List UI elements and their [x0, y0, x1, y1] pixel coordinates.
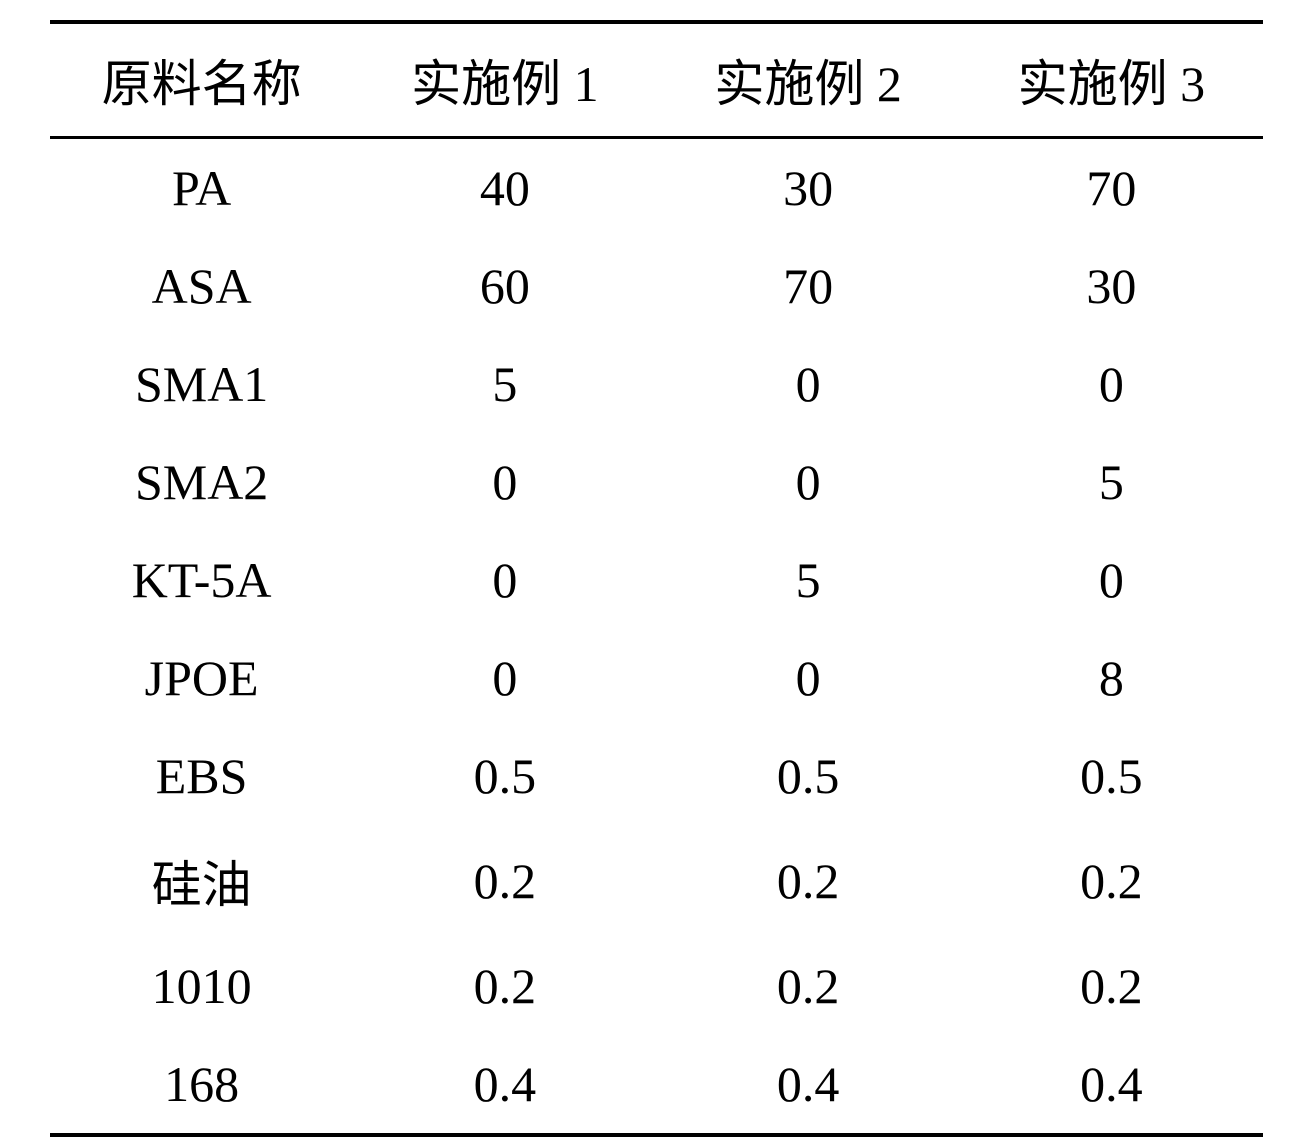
cell-value: 60	[353, 237, 656, 335]
cell-value: 5	[353, 335, 656, 433]
cell-value: 0.2	[353, 825, 656, 937]
cell-value: 0.4	[657, 1035, 960, 1135]
col-header-example2: 实施例 2	[657, 22, 960, 138]
table-row: EBS 0.5 0.5 0.5	[50, 727, 1263, 825]
table-row: KT-5A 0 5 0	[50, 531, 1263, 629]
cell-value: 0	[960, 531, 1263, 629]
cell-material: 168	[50, 1035, 353, 1135]
cell-material: SMA1	[50, 335, 353, 433]
cell-value: 0.5	[353, 727, 656, 825]
cell-value: 8	[960, 629, 1263, 727]
table-row: SMA2 0 0 5	[50, 433, 1263, 531]
cell-material: SMA2	[50, 433, 353, 531]
cell-material: JPOE	[50, 629, 353, 727]
cell-value: 0	[657, 433, 960, 531]
cell-value: 0.5	[657, 727, 960, 825]
table-row: ASA 60 70 30	[50, 237, 1263, 335]
table-row: 硅油 0.2 0.2 0.2	[50, 825, 1263, 937]
cell-value: 0	[353, 531, 656, 629]
cell-value: 30	[657, 138, 960, 238]
table-body: PA 40 30 70 ASA 60 70 30 SMA1 5 0 0 SMA2…	[50, 138, 1263, 1136]
cell-value: 0	[657, 629, 960, 727]
cell-value: 5	[960, 433, 1263, 531]
col-header-example1: 实施例 1	[353, 22, 656, 138]
table-container: 原料名称 实施例 1 实施例 2 实施例 3 PA 40 30 70 ASA 6…	[0, 0, 1313, 1040]
cell-value: 0.4	[353, 1035, 656, 1135]
cell-material: 硅油	[50, 825, 353, 937]
table-row: 168 0.4 0.4 0.4	[50, 1035, 1263, 1135]
cell-value: 0.2	[960, 937, 1263, 1035]
cell-value: 0	[353, 433, 656, 531]
cell-material: 1010	[50, 937, 353, 1035]
cell-value: 0.2	[353, 937, 656, 1035]
data-table: 原料名称 实施例 1 实施例 2 实施例 3 PA 40 30 70 ASA 6…	[50, 20, 1263, 1137]
cell-material: KT-5A	[50, 531, 353, 629]
cell-material: ASA	[50, 237, 353, 335]
table-row: 1010 0.2 0.2 0.2	[50, 937, 1263, 1035]
cell-value: 0.4	[960, 1035, 1263, 1135]
cell-value: 0	[960, 335, 1263, 433]
table-row: JPOE 0 0 8	[50, 629, 1263, 727]
table-header-row: 原料名称 实施例 1 实施例 2 实施例 3	[50, 22, 1263, 138]
table-row: PA 40 30 70	[50, 138, 1263, 238]
cell-value: 5	[657, 531, 960, 629]
table-row: SMA1 5 0 0	[50, 335, 1263, 433]
col-header-material: 原料名称	[50, 22, 353, 138]
cell-value: 70	[960, 138, 1263, 238]
cell-material: PA	[50, 138, 353, 238]
cell-value: 40	[353, 138, 656, 238]
cell-value: 70	[657, 237, 960, 335]
cell-value: 0.2	[657, 825, 960, 937]
cell-value: 0	[657, 335, 960, 433]
cell-value: 0	[353, 629, 656, 727]
cell-value: 30	[960, 237, 1263, 335]
cell-value: 0.2	[960, 825, 1263, 937]
col-header-example3: 实施例 3	[960, 22, 1263, 138]
cell-material: EBS	[50, 727, 353, 825]
cell-value: 0.5	[960, 727, 1263, 825]
cell-value: 0.2	[657, 937, 960, 1035]
